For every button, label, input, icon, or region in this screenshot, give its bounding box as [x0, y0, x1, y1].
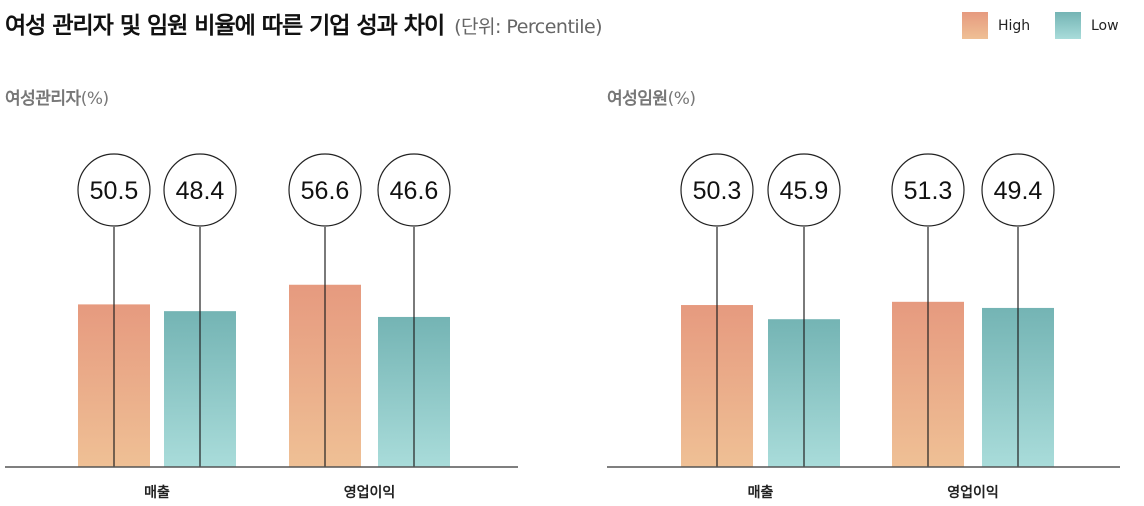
data-label: 45.9 — [780, 177, 829, 205]
value-bubble — [163, 153, 237, 227]
value-bubble — [767, 153, 841, 227]
data-label: 50.5 — [90, 177, 139, 205]
data-label: 48.4 — [176, 177, 225, 205]
data-label: 49.4 — [994, 177, 1043, 205]
chart-title: 여성 관리자 및 임원 비율에 따른 기업 성과 차이 (단위: Percenti… — [5, 6, 603, 40]
value-bubble — [891, 153, 965, 227]
panel-title-unit: (%) — [667, 89, 696, 109]
value-bubble — [981, 153, 1055, 227]
panel-title-managers: 여성관리자(%) — [5, 84, 109, 109]
x-tick-label: 영업이익 — [344, 484, 396, 501]
panel-title-text: 여성임원 — [607, 89, 668, 109]
value-bubble — [680, 153, 754, 227]
x-tick-label: 매출 — [748, 484, 774, 501]
legend-label-high: High — [998, 17, 1031, 34]
panel-title-executives: 여성임원(%) — [607, 84, 696, 109]
value-bubble — [288, 153, 362, 227]
unit-label: (단위: Percentile) — [454, 16, 603, 38]
legend-label-low: Low — [1091, 17, 1119, 34]
value-bubble — [77, 153, 151, 227]
legend-item-low: Low — [1055, 12, 1119, 39]
value-bubble — [377, 153, 451, 227]
legend-swatch-high — [962, 12, 988, 39]
x-tick-label: 매출 — [144, 484, 170, 501]
legend-item-high: High — [962, 12, 1030, 39]
data-label: 56.6 — [301, 177, 350, 205]
x-tick-label: 영업이익 — [947, 484, 999, 501]
data-label: 51.3 — [904, 177, 953, 205]
panel-title-text: 여성관리자 — [5, 89, 81, 109]
title-text: 여성 관리자 및 임원 비율에 따른 기업 성과 차이 — [5, 13, 445, 39]
panel-title-unit: (%) — [80, 89, 109, 109]
data-label: 46.6 — [390, 177, 439, 205]
data-label: 50.3 — [693, 177, 742, 205]
legend-swatch-low — [1055, 12, 1081, 39]
